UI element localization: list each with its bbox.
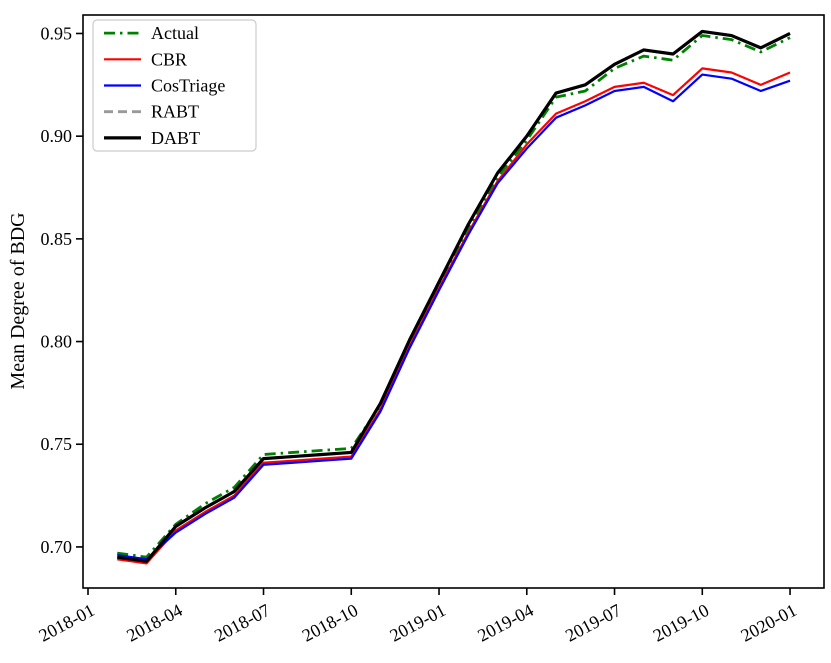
y-tick-label: 0.70 [41,537,73,557]
x-tick-label: 2019-10 [650,600,712,646]
series-line-costriage [117,73,791,561]
x-tick-label: 2018-04 [123,600,185,646]
y-axis-label: Mean Degree of BDG [7,212,29,389]
y-tick-label: 0.95 [41,23,73,43]
x-tick-label: 2018-10 [299,600,361,646]
x-tick-label: 2018-07 [211,600,273,646]
y-tick-label: 0.75 [41,434,73,454]
legend-label-rabt: RABT [151,102,199,122]
series-line-actual [117,34,791,559]
legend-label-cbr: CBR [151,49,187,69]
x-tick-label: 2019-04 [474,600,536,646]
y-tick-label: 0.80 [41,332,73,352]
series-line-dabt [117,29,791,563]
legend-label-costriage: CosTriage [151,76,225,96]
x-tick-label: 2020-01 [738,600,800,646]
x-tick-label: 2019-01 [387,600,449,646]
legend-box [92,19,257,152]
legend-label-dabt: DABT [151,128,200,148]
y-tick-label: 0.90 [41,126,73,146]
x-tick-label: 2019-07 [562,600,624,646]
x-tick-label: 2018-01 [36,600,98,646]
y-tick-label: 0.85 [41,229,73,249]
plot-border [82,14,825,589]
legend-label-actual: Actual [151,23,199,43]
